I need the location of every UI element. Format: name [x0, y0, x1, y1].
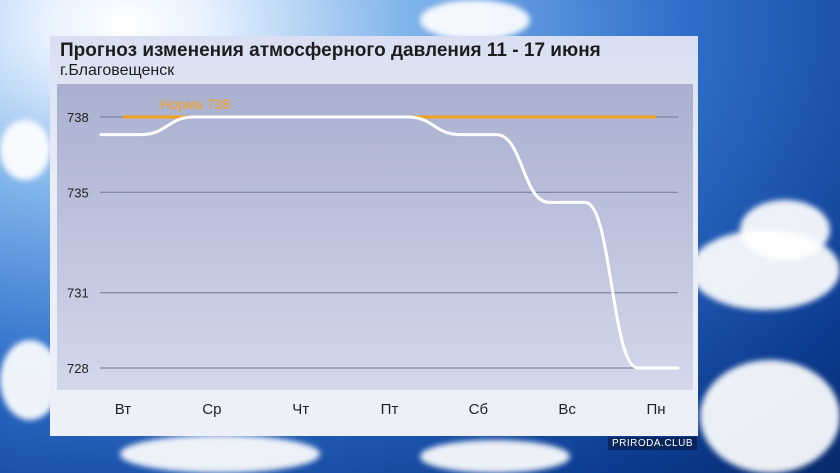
cloud [700, 360, 840, 473]
y-tick-label: 738 [67, 110, 89, 125]
cloud [740, 200, 830, 260]
series-line [99, 115, 680, 370]
y-tick-labels: 738 735 731 728 [67, 110, 89, 376]
grid-lines [100, 116, 678, 369]
x-tick-label: Пт [381, 401, 399, 418]
x-tick-label: Сб [469, 401, 488, 418]
cloud [420, 440, 570, 473]
norm-label: Норма 738 [160, 96, 231, 112]
y-tick-label: 728 [67, 361, 89, 376]
cloud [0, 120, 50, 180]
x-tick-label: Вс [558, 401, 576, 418]
norm-line-group: Норма 738 [123, 96, 656, 119]
chart-subtitle: г.Благовещенск [60, 62, 175, 79]
x-tick-labels: Вт Ср Чт Пт Сб Вс Пн [115, 401, 666, 418]
x-tick-label: Чт [292, 401, 309, 418]
watermark: PRIRODA.CLUB [608, 437, 698, 450]
plot-area [57, 84, 693, 390]
y-tick-label: 731 [67, 286, 89, 301]
x-tick-label: Ср [202, 401, 221, 418]
cloud [420, 0, 530, 40]
x-tick-label: Пн [646, 401, 665, 418]
series-group [99, 115, 680, 370]
cloud [120, 435, 320, 473]
chart-title: Прогноз изменения атмосферного давления … [60, 40, 601, 61]
x-tick-label: Вт [115, 401, 132, 418]
y-tick-label: 735 [67, 185, 89, 200]
